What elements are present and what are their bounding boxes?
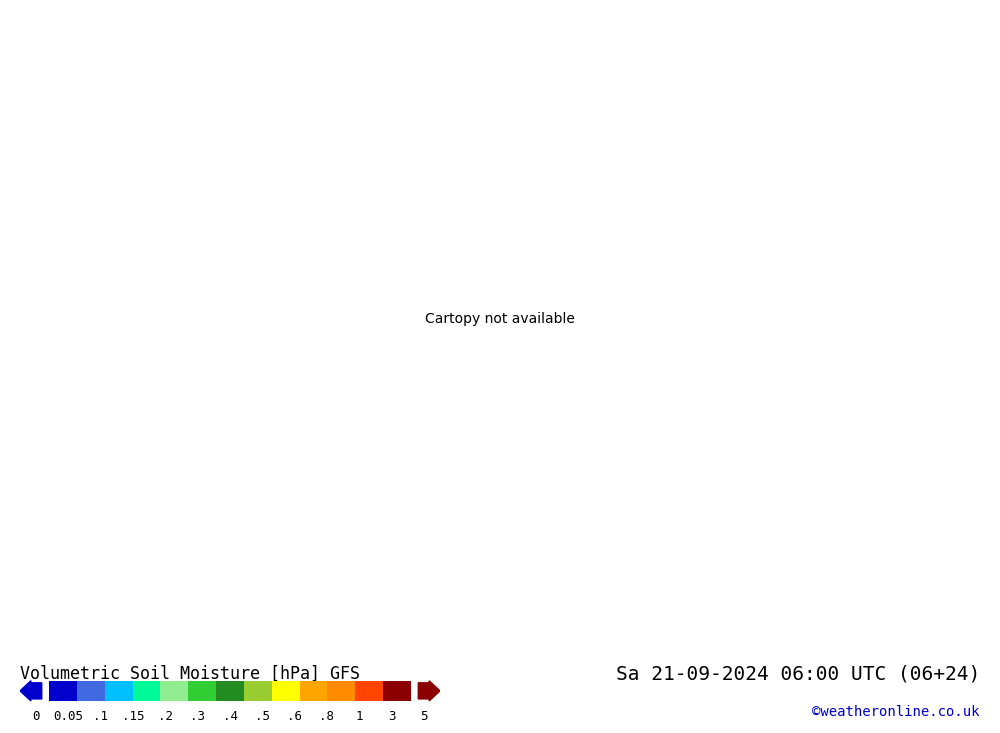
Bar	[49, 681, 77, 701]
Text: .4: .4	[222, 710, 238, 723]
Bar	[105, 681, 133, 701]
Bar	[188, 681, 216, 701]
Bar	[272, 681, 300, 701]
FancyArrow shape	[20, 681, 42, 701]
Text: Volumetric Soil Moisture [hPa] GFS: Volumetric Soil Moisture [hPa] GFS	[20, 664, 360, 682]
Bar	[216, 681, 244, 701]
Bar	[383, 681, 411, 701]
Text: .8: .8	[319, 710, 334, 723]
Text: 0.05: 0.05	[53, 710, 83, 723]
Bar	[300, 681, 327, 701]
Text: .3: .3	[190, 710, 205, 723]
Text: 1: 1	[355, 710, 363, 723]
Text: ©weatheronline.co.uk: ©weatheronline.co.uk	[812, 704, 980, 718]
Text: .5: .5	[255, 710, 270, 723]
Bar	[160, 681, 188, 701]
Bar	[133, 681, 160, 701]
Text: .15: .15	[122, 710, 144, 723]
Text: 3: 3	[388, 710, 395, 723]
Text: .6: .6	[287, 710, 302, 723]
Text: Sa 21-09-2024 06:00 UTC (06+24): Sa 21-09-2024 06:00 UTC (06+24)	[616, 664, 980, 683]
FancyArrow shape	[418, 681, 440, 701]
Bar	[355, 681, 383, 701]
Bar	[244, 681, 272, 701]
Bar	[77, 681, 105, 701]
Text: 5: 5	[420, 710, 428, 723]
Bar	[327, 681, 355, 701]
Text: .2: .2	[158, 710, 173, 723]
Text: Cartopy not available: Cartopy not available	[425, 312, 575, 326]
Text: 0: 0	[32, 710, 40, 723]
Text: .1: .1	[93, 710, 108, 723]
